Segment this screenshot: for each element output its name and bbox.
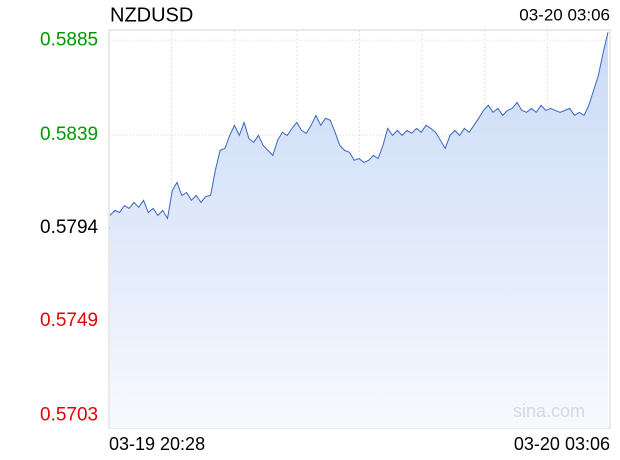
x-tick-label: 03-20 03:06 (514, 434, 610, 454)
timestamp: 03-20 03:06 (519, 5, 610, 24)
chart-title: NZDUSD (110, 4, 193, 26)
y-tick-label: 0.5885 (40, 29, 98, 50)
area (110, 32, 608, 429)
price-line (109, 32, 609, 220)
y-tick-label: 0.5794 (40, 217, 99, 238)
y-tick-label: 0.5703 (40, 405, 98, 426)
y-tick-label: 0.5749 (40, 310, 98, 331)
watermark: sina.com (513, 401, 585, 421)
x-tick-label: 03-19 20:28 (109, 434, 205, 454)
y-tick-label: 0.5839 (40, 124, 98, 145)
